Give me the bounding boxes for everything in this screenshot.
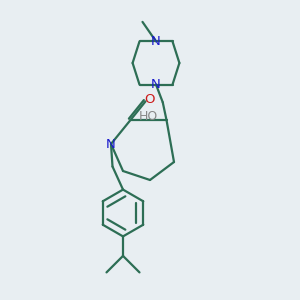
- Text: N: N: [151, 35, 161, 48]
- Text: O: O: [144, 93, 154, 106]
- Text: N: N: [151, 78, 161, 91]
- Text: HO: HO: [138, 110, 158, 124]
- Text: N: N: [106, 137, 116, 151]
